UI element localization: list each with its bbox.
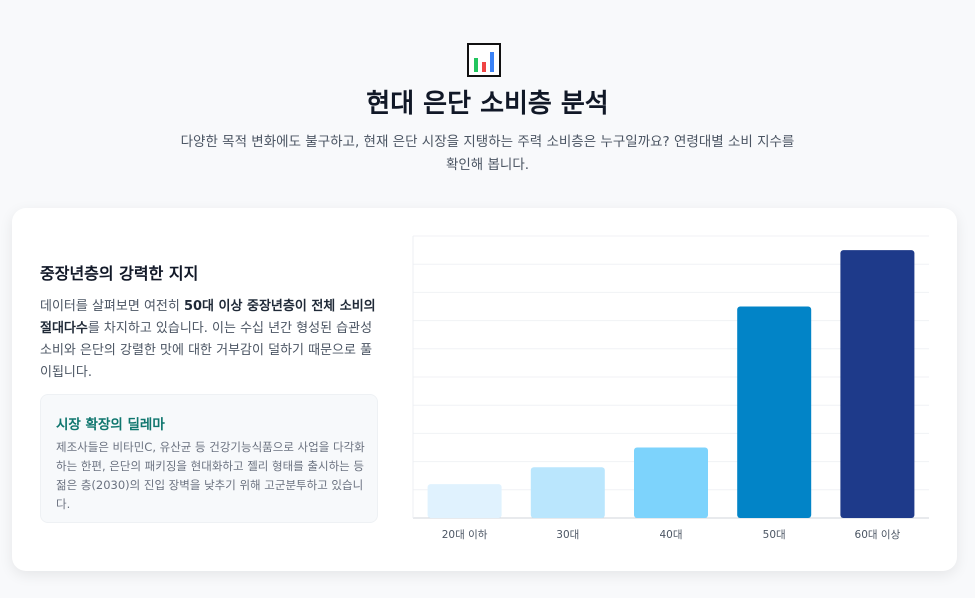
body-text-bold: 50대 이상 중장년층이 전체 소비의 절대다수 [40,299,376,336]
analysis-card: 중장년층의 강력한 지지 데이터를 살펴보면 여전히 50대 이상 중장년층이 … [12,208,957,571]
bar-chart-icon [467,43,501,77]
section-title: 중장년층의 강력한 지지 [40,264,199,283]
chart-bars [427,250,915,519]
callout-box: 시장 확장의 딜레마 제조사들은 비타민C, 유산균 등 건강기능식품으로 사업… [40,394,378,523]
x-tick-label: 50대 [763,529,786,541]
age-consumption-bar-chart: 20대 이하 30대 40대 50대 60대 이상 [412,235,929,541]
bar-5[interactable] [840,250,915,518]
bar-2[interactable] [530,467,605,518]
chart-x-ticks: 20대 이하 30대 40대 50대 60대 이상 [442,528,901,541]
x-tick-label: 40대 [659,529,682,541]
x-tick-label: 30대 [556,529,579,541]
page-subtitle: 다양한 목적 변화에도 불구하고, 현재 은단 시장을 지탱하는 주력 소비층은… [180,134,795,173]
bar-3[interactable] [634,447,708,519]
x-tick-label: 60대 이상 [855,529,901,541]
callout-body: 제조사들은 비타민C, 유산균 등 건강기능식품으로 사업을 다각화하는 한편,… [56,440,365,511]
body-text-a: 데이터를 살펴보면 여전히 [40,299,184,314]
section-body: 데이터를 살펴보면 여전히 50대 이상 중장년층이 전체 소비의 절대다수를 … [40,296,380,384]
callout-title: 시장 확장의 딜레마 [56,417,165,433]
body-text-b: 를 차지하고 있습니다. 이는 수십 년간 형성된 습관성 소비와 은단의 강렬… [40,321,373,380]
bar-1[interactable] [427,484,502,518]
x-tick-label: 20대 이하 [442,528,488,541]
page-title: 현대 은단 소비층 분석 [366,89,609,119]
bar-4[interactable] [737,306,812,519]
